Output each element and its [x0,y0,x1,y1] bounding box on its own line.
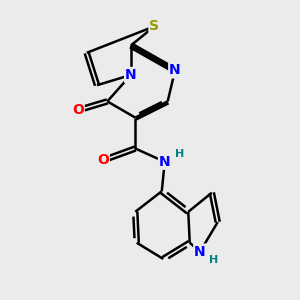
Text: O: O [72,103,84,117]
Text: N: N [159,155,170,169]
Text: S: S [149,19,159,33]
Text: N: N [194,244,206,259]
Text: N: N [169,64,181,77]
Text: H: H [209,255,218,266]
Text: H: H [175,149,184,159]
Text: N: N [125,68,137,82]
Text: O: O [97,153,109,167]
